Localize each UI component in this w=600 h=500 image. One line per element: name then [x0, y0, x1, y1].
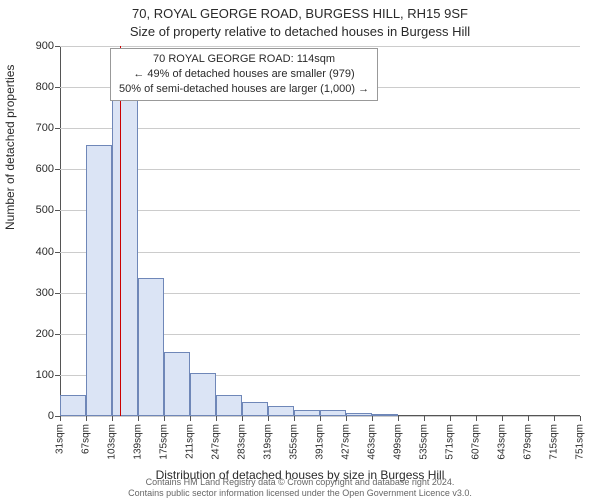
y-tick-label: 500: [14, 204, 54, 216]
y-tick-label: 0: [14, 410, 54, 422]
grid-line: [60, 128, 580, 129]
histogram-bar: [86, 145, 112, 416]
x-tick-label: 247sqm: [211, 424, 222, 460]
histogram-bar: [60, 395, 86, 416]
x-tick-mark: [346, 416, 347, 421]
chart-title-address: 70, ROYAL GEORGE ROAD, BURGESS HILL, RH1…: [0, 6, 600, 21]
info-line-property: 70 ROYAL GEORGE ROAD: 114sqm: [119, 52, 369, 67]
x-tick-mark: [450, 416, 451, 421]
y-tick-label: 900: [14, 40, 54, 52]
x-tick-mark: [320, 416, 321, 421]
y-tick-mark: [55, 293, 60, 294]
x-tick-mark: [112, 416, 113, 421]
y-tick-label: 300: [14, 287, 54, 299]
histogram-bar: [138, 278, 164, 416]
x-tick-label: 319sqm: [263, 424, 274, 460]
x-tick-label: 103sqm: [107, 424, 118, 460]
y-tick-mark: [55, 252, 60, 253]
x-tick-mark: [164, 416, 165, 421]
x-tick-label: 355sqm: [289, 424, 300, 460]
x-tick-mark: [398, 416, 399, 421]
x-tick-mark: [502, 416, 503, 421]
x-tick-label: 715sqm: [549, 424, 560, 460]
x-tick-label: 607sqm: [471, 424, 482, 460]
x-tick-mark: [190, 416, 191, 421]
grid-line: [60, 210, 580, 211]
x-tick-mark: [528, 416, 529, 421]
x-tick-label: 463sqm: [367, 424, 378, 460]
x-tick-label: 643sqm: [497, 424, 508, 460]
x-tick-mark: [216, 416, 217, 421]
x-tick-mark: [268, 416, 269, 421]
chart-title-description: Size of property relative to detached ho…: [0, 24, 600, 39]
y-tick-mark: [55, 46, 60, 47]
y-tick-mark: [55, 128, 60, 129]
x-tick-label: 31sqm: [55, 424, 66, 454]
histogram-bar: [294, 410, 320, 416]
x-tick-label: 391sqm: [315, 424, 326, 460]
x-tick-label: 67sqm: [81, 424, 92, 454]
x-tick-label: 535sqm: [419, 424, 430, 460]
x-tick-label: 679sqm: [523, 424, 534, 460]
histogram-bar: [190, 373, 216, 416]
attribution-footer: Contains HM Land Registry data © Crown c…: [0, 477, 600, 499]
x-tick-mark: [60, 416, 61, 421]
x-tick-mark: [476, 416, 477, 421]
y-tick-mark: [55, 87, 60, 88]
x-tick-label: 751sqm: [575, 424, 586, 460]
x-tick-mark: [138, 416, 139, 421]
x-tick-label: 283sqm: [237, 424, 248, 460]
reference-info-box: 70 ROYAL GEORGE ROAD: 114sqm ← 49% of de…: [110, 48, 378, 101]
y-tick-mark: [55, 210, 60, 211]
x-tick-label: 427sqm: [341, 424, 352, 460]
histogram-bar: [268, 406, 294, 416]
y-tick-label: 800: [14, 81, 54, 93]
histogram-bar: [320, 410, 346, 416]
x-tick-mark: [580, 416, 581, 421]
y-tick-mark: [55, 334, 60, 335]
y-tick-mark: [55, 169, 60, 170]
histogram-bar: [112, 79, 138, 416]
info-line-larger: 50% of semi-detached houses are larger (…: [119, 82, 369, 97]
x-tick-label: 571sqm: [445, 424, 456, 460]
plot-area: 010020030040050060070080090031sqm67sqm10…: [60, 46, 580, 416]
x-tick-mark: [86, 416, 87, 421]
y-tick-label: 700: [14, 122, 54, 134]
y-tick-label: 100: [14, 369, 54, 381]
x-tick-mark: [424, 416, 425, 421]
histogram-bar: [372, 414, 398, 416]
y-tick-label: 200: [14, 328, 54, 340]
grid-line: [60, 46, 580, 47]
histogram-bar: [216, 395, 242, 416]
y-axis-line: [60, 46, 61, 416]
grid-line: [60, 169, 580, 170]
reference-line: [120, 46, 121, 416]
y-tick-label: 400: [14, 246, 54, 258]
x-tick-mark: [554, 416, 555, 421]
property-size-histogram: 70, ROYAL GEORGE ROAD, BURGESS HILL, RH1…: [0, 0, 600, 500]
x-tick-label: 139sqm: [133, 424, 144, 460]
x-tick-mark: [294, 416, 295, 421]
y-tick-label: 600: [14, 163, 54, 175]
x-tick-mark: [372, 416, 373, 421]
x-tick-mark: [242, 416, 243, 421]
y-tick-mark: [55, 375, 60, 376]
histogram-bar: [242, 402, 268, 416]
info-line-smaller: ← 49% of detached houses are smaller (97…: [119, 67, 369, 82]
footer-line-1: Contains HM Land Registry data © Crown c…: [0, 477, 600, 488]
footer-line-2: Contains public sector information licen…: [0, 488, 600, 499]
x-tick-label: 211sqm: [185, 424, 196, 459]
x-tick-label: 499sqm: [393, 424, 404, 460]
histogram-bar: [164, 352, 190, 416]
x-tick-label: 175sqm: [159, 424, 170, 460]
grid-line: [60, 252, 580, 253]
histogram-bar: [346, 413, 372, 416]
